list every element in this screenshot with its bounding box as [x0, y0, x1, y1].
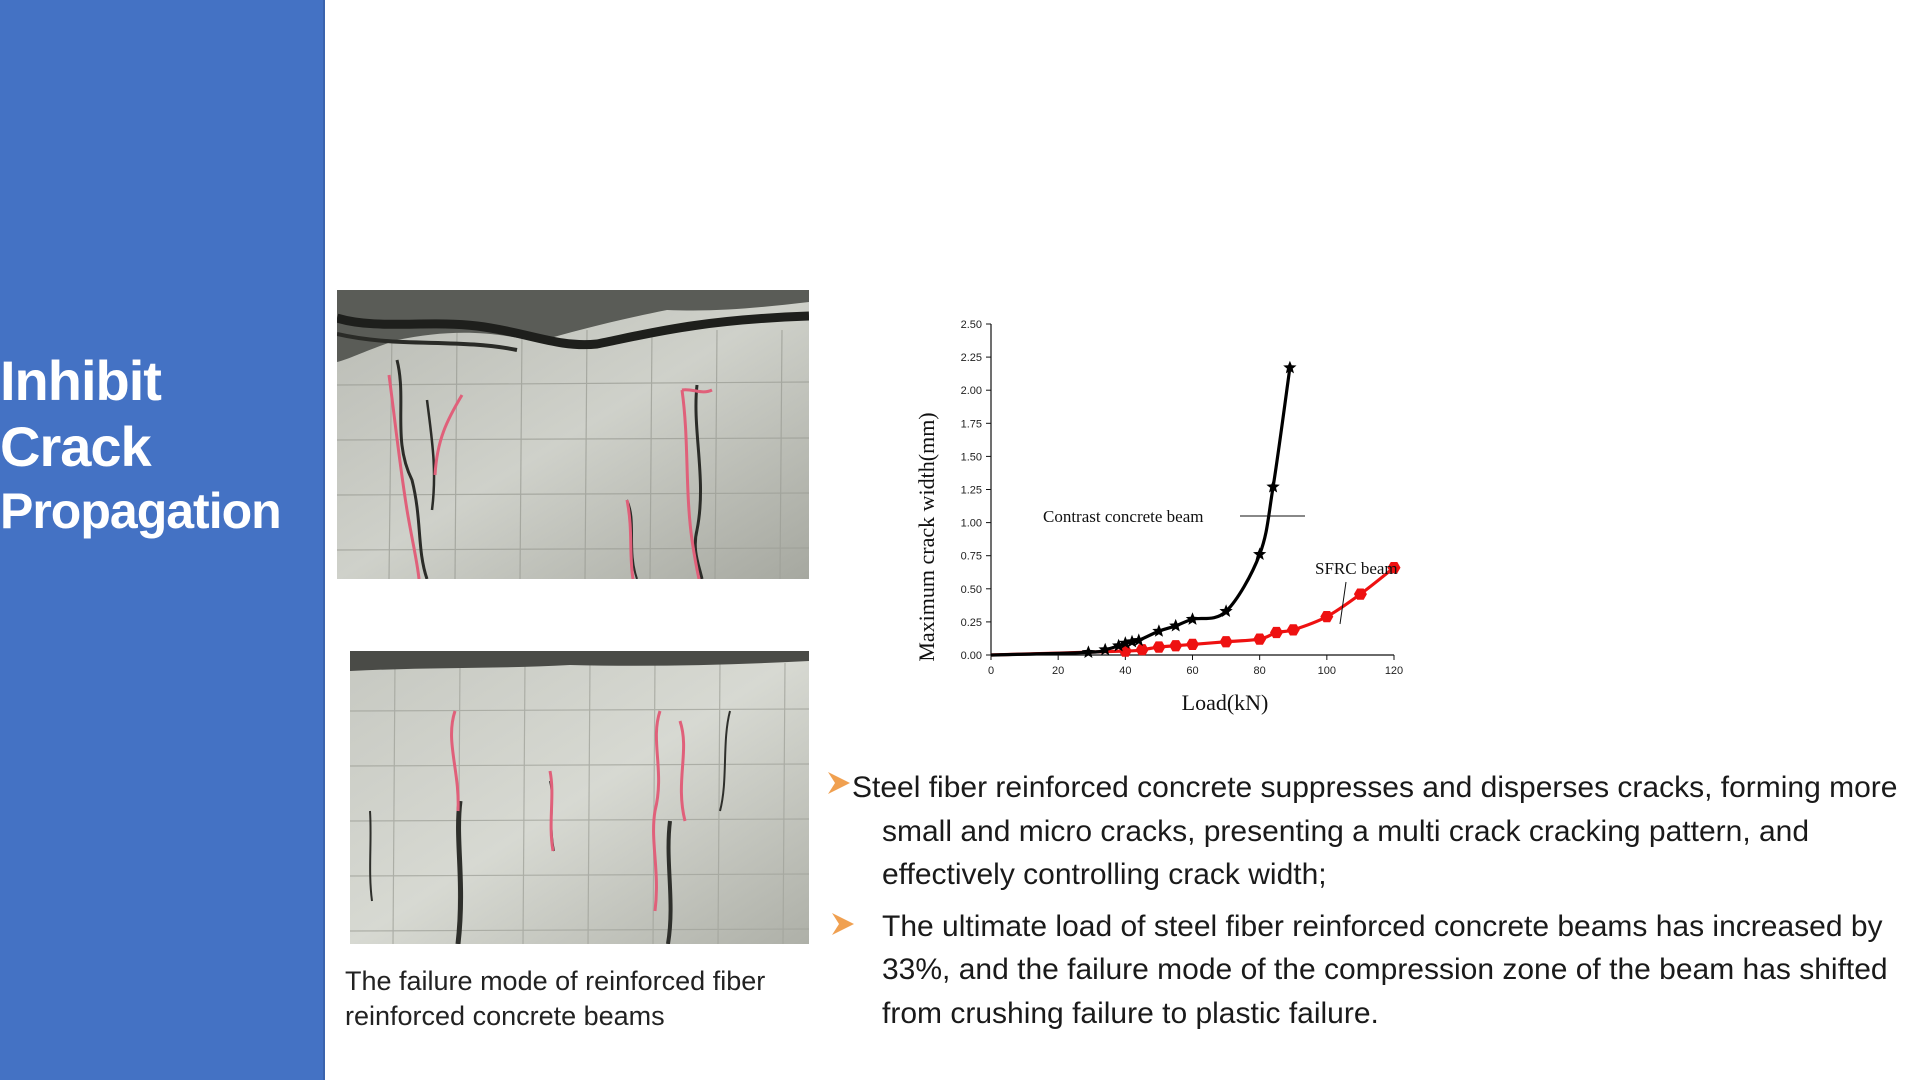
x-tick-label: 20: [1052, 665, 1064, 677]
y-tick-label: 2.00: [961, 385, 982, 397]
y-tick-label: 0.25: [961, 617, 982, 629]
annotation-sfrc-leader: [1339, 581, 1347, 625]
x-tick-label: 60: [1186, 665, 1198, 677]
x-tick-label: 0: [988, 665, 994, 677]
beam-photo-top: [337, 290, 809, 579]
data-point: [1098, 642, 1112, 656]
slide-title: Inhibit Crack Propagation: [0, 348, 282, 542]
beam-photo-bottom-image: [350, 651, 809, 944]
bullet-list: Steel fiber reinforced concrete suppress…: [826, 766, 1916, 1035]
data-point: [1186, 638, 1199, 650]
y-tick-label: 1.00: [961, 518, 982, 530]
series-contrast-concrete-beam: [990, 360, 1297, 658]
title-line-1: Inhibit: [0, 349, 162, 412]
data-point: [1125, 634, 1139, 648]
chart-series: [990, 360, 1401, 658]
data-point: [1387, 562, 1401, 574]
x-tick-label: 80: [1254, 665, 1266, 677]
data-point: [1185, 612, 1200, 625]
bullet-text-2: The ultimate load of steel fiber reinfor…: [882, 909, 1888, 1030]
annotation-contrast-beam: Contrast concrete beam: [1043, 507, 1204, 526]
data-point: [1169, 640, 1183, 652]
bullet-text-1: Steel fiber reinforced concrete suppress…: [852, 771, 1898, 891]
data-point: [1353, 588, 1367, 600]
bullet-item-1: Steel fiber reinforced concrete suppress…: [826, 766, 1916, 897]
x-axis-label: Load(kN): [1182, 690, 1269, 715]
x-ticks: 0 20 40 60 80 100 120: [988, 655, 1403, 677]
data-point: [1219, 604, 1233, 617]
data-point: [1132, 633, 1146, 647]
x-tick-label: 100: [1318, 665, 1336, 677]
x-tick-label: 120: [1385, 665, 1403, 677]
data-point: [1270, 626, 1283, 639]
data-point: [1081, 645, 1095, 658]
data-point: [1283, 360, 1297, 374]
data-point: [1118, 645, 1132, 657]
bullet-arrow-icon: [832, 912, 854, 935]
data-point: [1112, 638, 1126, 652]
beam-photo-top-image: [337, 290, 809, 579]
y-ticks: 0.00 0.25 0.50 0.75 1.00 1.25 1.50 1.75 2.00 2.25…: [961, 319, 991, 662]
data-point: [1286, 624, 1300, 636]
data-point: [1169, 618, 1183, 632]
y-tick-label: 0.00: [961, 650, 982, 662]
y-tick-label: 2.50: [961, 319, 982, 331]
y-tick-label: 1.25: [961, 485, 982, 497]
bullet-item-2: The ultimate load of steel fiber reinfor…: [826, 905, 1916, 1036]
sidebar-panel: Inhibit Crack Propagation: [0, 0, 325, 1080]
data-point: [1118, 636, 1132, 649]
y-tick-label: 0.50: [961, 584, 982, 596]
y-tick-label: 0.75: [961, 551, 982, 563]
annotation-sfrc-beam: SFRC beam: [1315, 559, 1398, 578]
series-sfrc-beam: [990, 562, 1401, 657]
data-point: [1266, 479, 1280, 493]
title-line-2: Crack: [0, 415, 152, 478]
bullet-arrow-icon: [828, 772, 850, 794]
y-tick-label: 1.75: [961, 418, 982, 430]
y-axis-label: Maximum crack width(mm): [914, 412, 939, 661]
title-line-3: Propagation: [0, 483, 282, 539]
y-tick-label: 2.25: [961, 352, 982, 364]
data-point: [1253, 633, 1267, 645]
photo-caption: The failure mode of reinforced fiber rei…: [345, 966, 766, 1031]
data-point: [1320, 611, 1334, 623]
data-point: [1135, 644, 1149, 656]
crack-width-chart: 0.00 0.25 0.50 0.75 1.00 1.25 1.50 1.75 2.00 2.25…: [914, 319, 1403, 715]
y-tick-label: 1.50: [961, 451, 982, 463]
x-tick-label: 40: [1119, 665, 1131, 677]
data-point: [1219, 636, 1233, 648]
data-point: [1152, 641, 1166, 653]
data-point: [1253, 547, 1267, 560]
chart-axes: [990, 324, 1394, 656]
data-point: [1152, 624, 1166, 637]
beam-photo-bottom: [350, 651, 809, 944]
